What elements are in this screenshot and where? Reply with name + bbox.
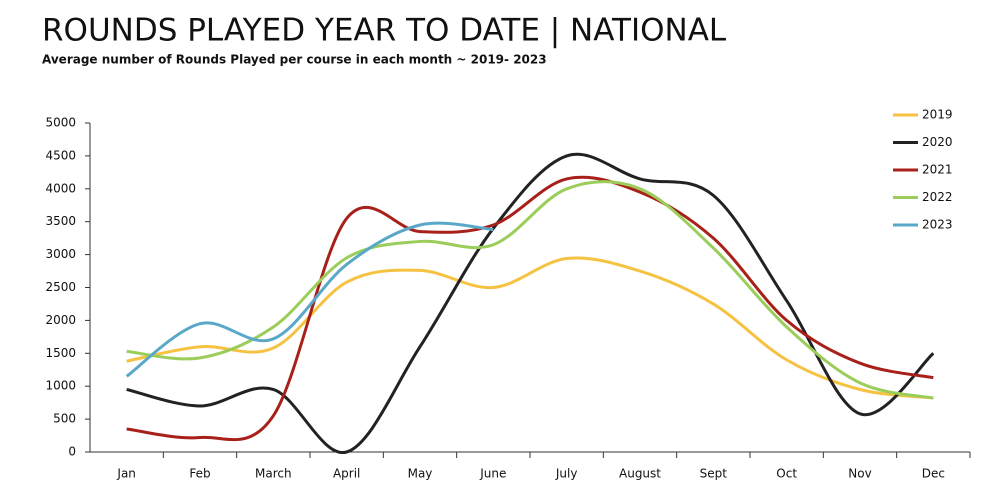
- x-tick-label: Nov: [848, 467, 871, 481]
- y-tick-label: 1000: [45, 379, 76, 393]
- legend-label: 2021: [922, 163, 953, 177]
- y-tick-label: 500: [53, 412, 76, 426]
- y-tick-label: 4500: [45, 148, 76, 162]
- legend-label: 2019: [922, 108, 953, 122]
- series-line: [126, 256, 934, 400]
- y-tick-label: 0: [68, 445, 76, 459]
- x-tick-label: Feb: [189, 467, 210, 481]
- x-tick-label: August: [619, 467, 661, 481]
- y-tick-label: 5000: [45, 116, 76, 130]
- series-line: [126, 180, 934, 400]
- x-tick-label: June: [479, 467, 506, 481]
- y-tick-label: 3500: [45, 214, 76, 228]
- x-tick-label: July: [555, 467, 578, 481]
- series-line: [126, 175, 934, 442]
- series-line: [125, 221, 494, 378]
- x-tick-label: April: [333, 467, 360, 481]
- x-tick-label: Dec: [922, 467, 945, 481]
- x-tick-label: Oct: [776, 467, 797, 481]
- legend-label: 2020: [922, 135, 953, 149]
- legend-label: 2022: [922, 190, 953, 204]
- x-tick-label: Sept: [700, 467, 728, 481]
- x-tick-label: March: [255, 467, 292, 481]
- x-tick-label: May: [408, 467, 433, 481]
- y-tick-label: 2500: [45, 280, 76, 294]
- chart-subtitle: Average number of Rounds Played per cour…: [42, 53, 547, 67]
- x-tick-label: Jan: [116, 467, 136, 481]
- chart-title: ROUNDS PLAYED YEAR TO DATE | NATIONAL: [42, 13, 727, 49]
- y-tick-label: 3000: [45, 247, 76, 261]
- legend-label: 2023: [922, 218, 953, 232]
- series-line: [126, 152, 935, 454]
- y-tick-label: 2000: [45, 313, 76, 327]
- y-tick-label: 4000: [45, 181, 76, 195]
- y-tick-label: 1500: [45, 346, 76, 360]
